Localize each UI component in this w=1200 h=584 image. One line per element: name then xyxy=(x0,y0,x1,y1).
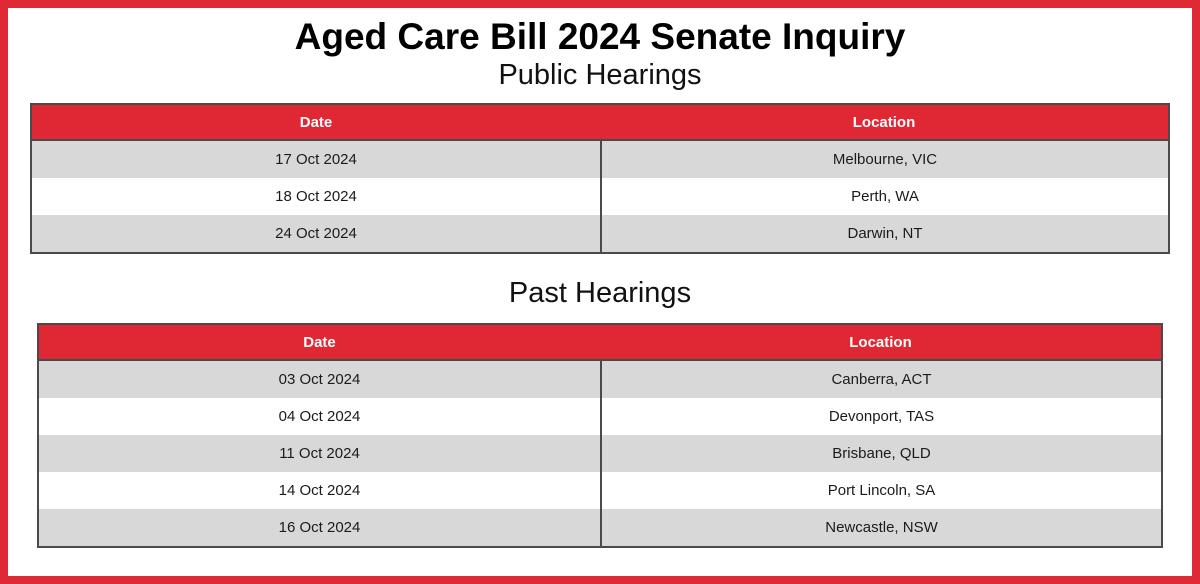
date-cell: 18 Oct 2024 xyxy=(275,188,357,205)
section-public-hearings: Public Hearings Date Location 17 Oct 202… xyxy=(8,58,1192,254)
section-past-hearings: Past Hearings Date Location 03 Oct 2024 … xyxy=(8,276,1192,548)
table-row: 18 Oct 2024 Perth, WA xyxy=(32,178,1168,215)
table-row: 04 Oct 2024 Devonport, TAS xyxy=(39,398,1161,435)
date-cell: 24 Oct 2024 xyxy=(275,225,357,242)
location-cell: Canberra, ACT xyxy=(600,361,1161,398)
past-hearings-heading: Past Hearings xyxy=(508,277,692,309)
column-header-location: Location xyxy=(849,333,912,351)
date-cell: 17 Oct 2024 xyxy=(275,151,357,168)
date-cell: 14 Oct 2024 xyxy=(278,482,361,499)
document-page: Aged Care Bill 2024 Senate Inquiry Publi… xyxy=(8,16,1192,584)
location-cell: Newcastle, NSW xyxy=(600,509,1161,546)
date-cell: 04 Oct 2024 xyxy=(278,408,361,425)
column-header-date: Date xyxy=(299,113,333,131)
date-cell: 03 Oct 2024 xyxy=(278,371,361,388)
table-row: 03 Oct 2024 Canberra, ACT xyxy=(39,361,1161,398)
location-cell: Perth, WA xyxy=(600,178,1168,215)
table-row: 14 Oct 2024 Port Lincoln, SA xyxy=(39,472,1161,509)
column-header-location: Location xyxy=(852,113,916,131)
location-cell: Melbourne, VIC xyxy=(600,141,1168,178)
location-cell: Darwin, NT xyxy=(600,215,1168,252)
table-header-row: Date Location xyxy=(39,325,1161,361)
date-cell: 11 Oct 2024 xyxy=(279,445,360,462)
page-title: Aged Care Bill 2024 Senate Inquiry xyxy=(294,16,906,57)
location-cell: Port Lincoln, SA xyxy=(600,472,1161,509)
past-hearings-table: Date Location 03 Oct 2024 Canberra, ACT … xyxy=(37,323,1163,548)
public-hearings-heading: Public Hearings xyxy=(498,59,702,91)
table-row: 16 Oct 2024 Newcastle, NSW xyxy=(39,509,1161,546)
location-cell: Brisbane, QLD xyxy=(600,435,1161,472)
table-row: 17 Oct 2024 Melbourne, VIC xyxy=(32,141,1168,178)
column-header-date: Date xyxy=(303,333,336,351)
table-row: 24 Oct 2024 Darwin, NT xyxy=(32,215,1168,252)
location-cell: Devonport, TAS xyxy=(600,398,1161,435)
public-hearings-table: Date Location 17 Oct 2024 Melbourne, VIC… xyxy=(30,103,1170,254)
date-cell: 16 Oct 2024 xyxy=(278,519,361,536)
table-header-row: Date Location xyxy=(32,105,1168,141)
table-row: 11 Oct 2024 Brisbane, QLD xyxy=(39,435,1161,472)
